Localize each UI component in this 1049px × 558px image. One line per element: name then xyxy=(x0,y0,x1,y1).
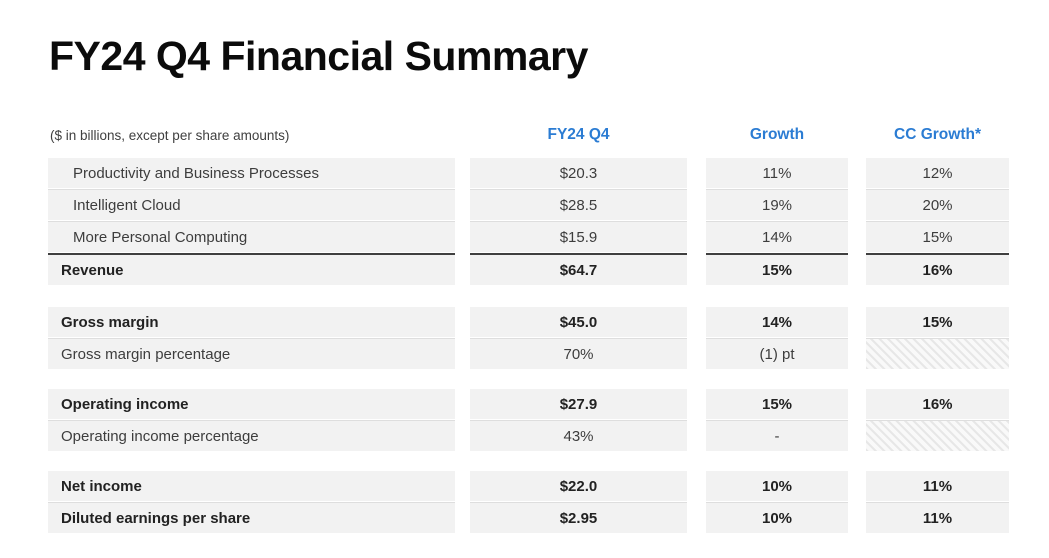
hatched-cell xyxy=(866,338,1009,369)
row-label: Diluted earnings per share xyxy=(48,502,455,533)
row-label-total: Revenue xyxy=(48,253,455,285)
column-gap xyxy=(848,471,866,501)
column-gap xyxy=(848,307,866,337)
row-label: Net income xyxy=(48,471,455,501)
cell-q4: $2.95 xyxy=(470,502,687,533)
cell-cc-growth: 12% xyxy=(866,158,1009,188)
cell-cc-growth: 16% xyxy=(866,389,1009,419)
column-gap xyxy=(848,189,866,220)
column-gap xyxy=(455,471,470,501)
cell-q4: $15.9 xyxy=(470,221,687,252)
column-gap xyxy=(455,189,470,220)
column-header-growth: Growth xyxy=(749,126,805,143)
cell-q4: $27.9 xyxy=(470,389,687,419)
cell-q4: $28.5 xyxy=(470,189,687,220)
column-gap xyxy=(848,158,866,188)
column-gap xyxy=(687,420,706,451)
revenue-section: Productivity and Business Processes $20.… xyxy=(48,158,1009,285)
column-gap xyxy=(687,158,706,188)
operating-income-section: Operating income $27.9 15% 16% Operating… xyxy=(48,389,1009,451)
column-header-cc-growth: CC Growth* xyxy=(894,126,981,143)
cell-cc-growth: 15% xyxy=(866,307,1009,337)
column-gap xyxy=(848,338,866,369)
cell-q4: $64.7 xyxy=(470,253,687,285)
column-gap xyxy=(455,253,470,285)
cell-q4: $20.3 xyxy=(470,158,687,188)
column-gap xyxy=(687,221,706,252)
cell-growth: 14% xyxy=(706,307,848,337)
column-gap xyxy=(687,502,706,533)
cell-q4: 43% xyxy=(470,420,687,451)
row-label: Intelligent Cloud xyxy=(48,189,455,220)
column-gap xyxy=(848,389,866,419)
row-label: Gross margin percentage xyxy=(48,338,455,369)
cell-growth: 15% xyxy=(706,389,848,419)
cell-growth: - xyxy=(706,420,848,451)
row-label: Operating income percentage xyxy=(48,420,455,451)
cell-growth: 10% xyxy=(706,471,848,501)
column-gap xyxy=(687,338,706,369)
cell-growth: (1) pt xyxy=(706,338,848,369)
column-gap xyxy=(455,221,470,252)
cell-growth: 14% xyxy=(706,221,848,252)
hatched-cell xyxy=(866,420,1009,451)
page-title: FY24 Q4 Financial Summary xyxy=(49,33,588,79)
cell-cc-growth: 20% xyxy=(866,189,1009,220)
row-label: More Personal Computing xyxy=(48,221,455,252)
column-gap xyxy=(687,389,706,419)
cell-cc-growth: 11% xyxy=(866,502,1009,533)
column-gap xyxy=(687,307,706,337)
column-gap xyxy=(455,338,470,369)
column-gap xyxy=(455,389,470,419)
column-gap xyxy=(687,471,706,501)
column-gap xyxy=(848,253,866,285)
row-label: Operating income xyxy=(48,389,455,419)
column-gap xyxy=(848,221,866,252)
column-gap xyxy=(455,502,470,533)
cell-growth: 11% xyxy=(706,158,848,188)
column-gap xyxy=(848,502,866,533)
row-label: Productivity and Business Processes xyxy=(48,158,455,188)
cell-growth: 19% xyxy=(706,189,848,220)
column-gap xyxy=(455,158,470,188)
table-header-row: ($ in billions, except per share amounts… xyxy=(48,120,1009,147)
cell-q4: 70% xyxy=(470,338,687,369)
cell-q4: $45.0 xyxy=(470,307,687,337)
cell-cc-growth: 15% xyxy=(866,221,1009,252)
net-income-section: Net income $22.0 10% 11% Diluted earning… xyxy=(48,471,1009,533)
cell-cc-growth: 11% xyxy=(866,471,1009,501)
units-note: ($ in billions, except per share amounts… xyxy=(50,128,290,143)
column-header-fy24-q4: FY24 Q4 xyxy=(547,126,610,143)
row-label: Gross margin xyxy=(48,307,455,337)
column-gap xyxy=(848,420,866,451)
column-gap xyxy=(687,189,706,220)
cell-growth: 15% xyxy=(706,253,848,285)
column-gap xyxy=(455,420,470,451)
cell-growth: 10% xyxy=(706,502,848,533)
column-gap xyxy=(687,253,706,285)
column-gap xyxy=(455,307,470,337)
cell-q4: $22.0 xyxy=(470,471,687,501)
gross-margin-section: Gross margin $45.0 14% 15% Gross margin … xyxy=(48,307,1009,369)
cell-cc-growth: 16% xyxy=(866,253,1009,285)
